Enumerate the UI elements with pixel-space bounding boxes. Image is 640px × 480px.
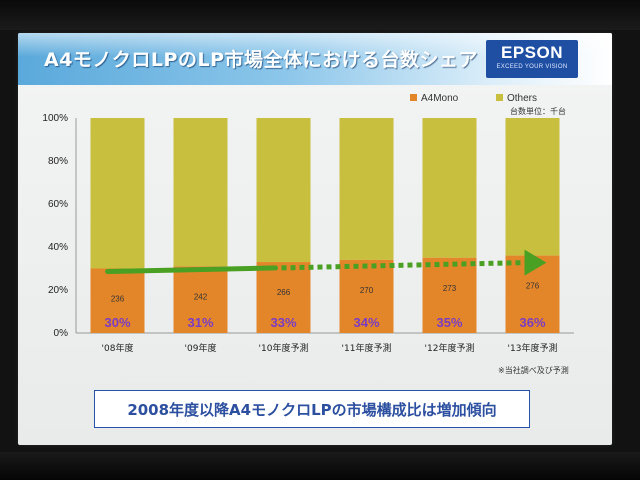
bar-percent-label: 30% — [104, 315, 130, 330]
unit-note: 台数単位：千台 — [510, 107, 566, 116]
logo-wordmark: EPSON — [500, 43, 564, 62]
presentation-slide: A4モノクロLPのLP市場全体における台数シェア EPSON EXCEED YO… — [18, 33, 612, 445]
bar-value-label: 236 — [111, 295, 125, 304]
trend-arrow-solid — [105, 265, 278, 274]
bar-value-label: 270 — [360, 286, 374, 295]
room-background-bottom — [0, 452, 640, 480]
legend-swatch-a4mono — [410, 93, 417, 101]
legend-item-others: Others — [496, 93, 537, 107]
x-tick-label: '12年度予測 — [425, 342, 475, 354]
bar-segment-others — [422, 118, 477, 258]
bar-percent-label: 33% — [270, 315, 296, 330]
bar-segment-a4mono — [339, 259, 394, 333]
x-tick-label: '09年度 — [185, 342, 217, 354]
y-tick-label: 0% — [54, 328, 69, 339]
bar-segment-a4mono — [422, 257, 477, 333]
bar-segment-a4mono — [90, 268, 145, 333]
x-tick-label: '08年度 — [102, 342, 134, 354]
x-tick-label: '11年度予測 — [342, 342, 392, 354]
x-tick-label: '10年度予測 — [259, 342, 309, 354]
bar-segment-others — [90, 118, 145, 269]
bar-percent-label: 34% — [353, 315, 379, 330]
legend-label-a4mono: A4Mono — [421, 93, 459, 104]
bar-segment-a4mono — [173, 266, 228, 333]
bar-segment-others — [339, 118, 394, 260]
legend-swatch-others — [496, 93, 503, 101]
room-background-top — [0, 0, 640, 30]
conclusion-banner: 2008年度以降A4モノクロLPの市場構成比は増加傾向 — [94, 390, 530, 428]
epson-logo: EPSON EXCEED YOUR VISION — [486, 40, 578, 78]
trend-arrow-dotted — [281, 260, 525, 271]
y-tick-label: 100% — [42, 113, 68, 124]
slide-title: A4モノクロLPのLP市場全体における台数シェア — [44, 49, 478, 71]
bar-segment-a4mono — [256, 262, 311, 333]
bar-percent-label: 36% — [519, 315, 545, 330]
bar-segment-others — [505, 118, 560, 256]
source-note: ※当社調べ及び予測 — [498, 366, 569, 375]
bar-value-label: 266 — [277, 288, 291, 297]
bar-segment-others — [173, 118, 228, 267]
y-tick-label: 20% — [48, 285, 68, 296]
y-tick-label: 60% — [48, 199, 68, 210]
bar-value-label: 273 — [443, 284, 457, 293]
x-tick-label: '13年度予測 — [508, 342, 558, 354]
bar-percent-label: 31% — [187, 315, 213, 330]
bar-value-label: 242 — [194, 292, 208, 301]
y-tick-label: 40% — [48, 242, 68, 253]
bar-percent-label: 35% — [436, 315, 462, 330]
conclusion-text: 2008年度以降A4モノクロLPの市場構成比は増加傾向 — [127, 401, 497, 419]
trend-arrowhead — [524, 249, 547, 276]
legend-label-others: Others — [507, 93, 538, 104]
bar-segment-others — [256, 118, 311, 263]
logo-tagline: EXCEED YOUR VISION — [496, 64, 568, 70]
legend-item-a4mono: A4Mono — [410, 93, 458, 107]
bar-value-label: 276 — [526, 282, 540, 291]
y-tick-label: 80% — [48, 156, 68, 167]
stacked-bar-chart: 0% 20% 40% 60% 80% 100% 236 30% '08年度 242 31% '09年度… — [42, 113, 574, 354]
